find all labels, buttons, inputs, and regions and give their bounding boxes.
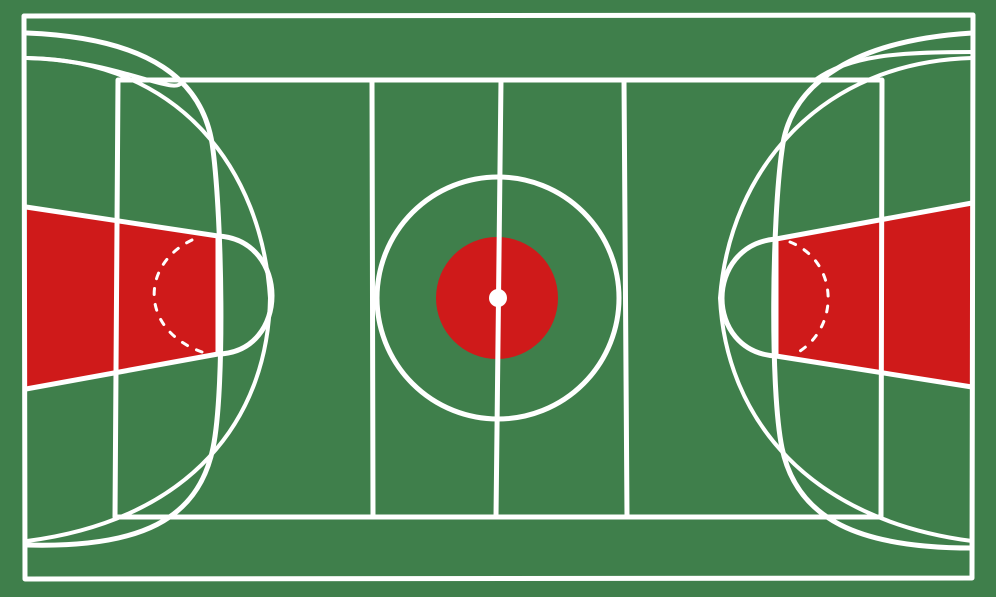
right-key-top-line bbox=[773, 200, 975, 242]
left-key-bottom-line bbox=[23, 351, 221, 392]
left-lane-line bbox=[369, 77, 376, 520]
center-circle-line bbox=[374, 174, 622, 422]
left-key-top-line bbox=[23, 204, 221, 239]
left-restricted-arc bbox=[25, 56, 272, 543]
right-key-bottom-line bbox=[773, 353, 975, 390]
right-restricted-arc bbox=[718, 56, 974, 543]
center-spot bbox=[489, 289, 507, 307]
right-outer-arc bbox=[813, 50, 974, 82]
left-key-paint bbox=[27, 208, 218, 388]
right-lane-line bbox=[621, 77, 630, 520]
right-key-paint bbox=[776, 204, 972, 386]
left-free-throw-dashed-arc bbox=[152, 238, 204, 354]
right-free-throw-dashed-arc bbox=[788, 240, 830, 356]
outer-boundary-line bbox=[21, 12, 976, 582]
left-three-point-arc bbox=[24, 30, 224, 548]
